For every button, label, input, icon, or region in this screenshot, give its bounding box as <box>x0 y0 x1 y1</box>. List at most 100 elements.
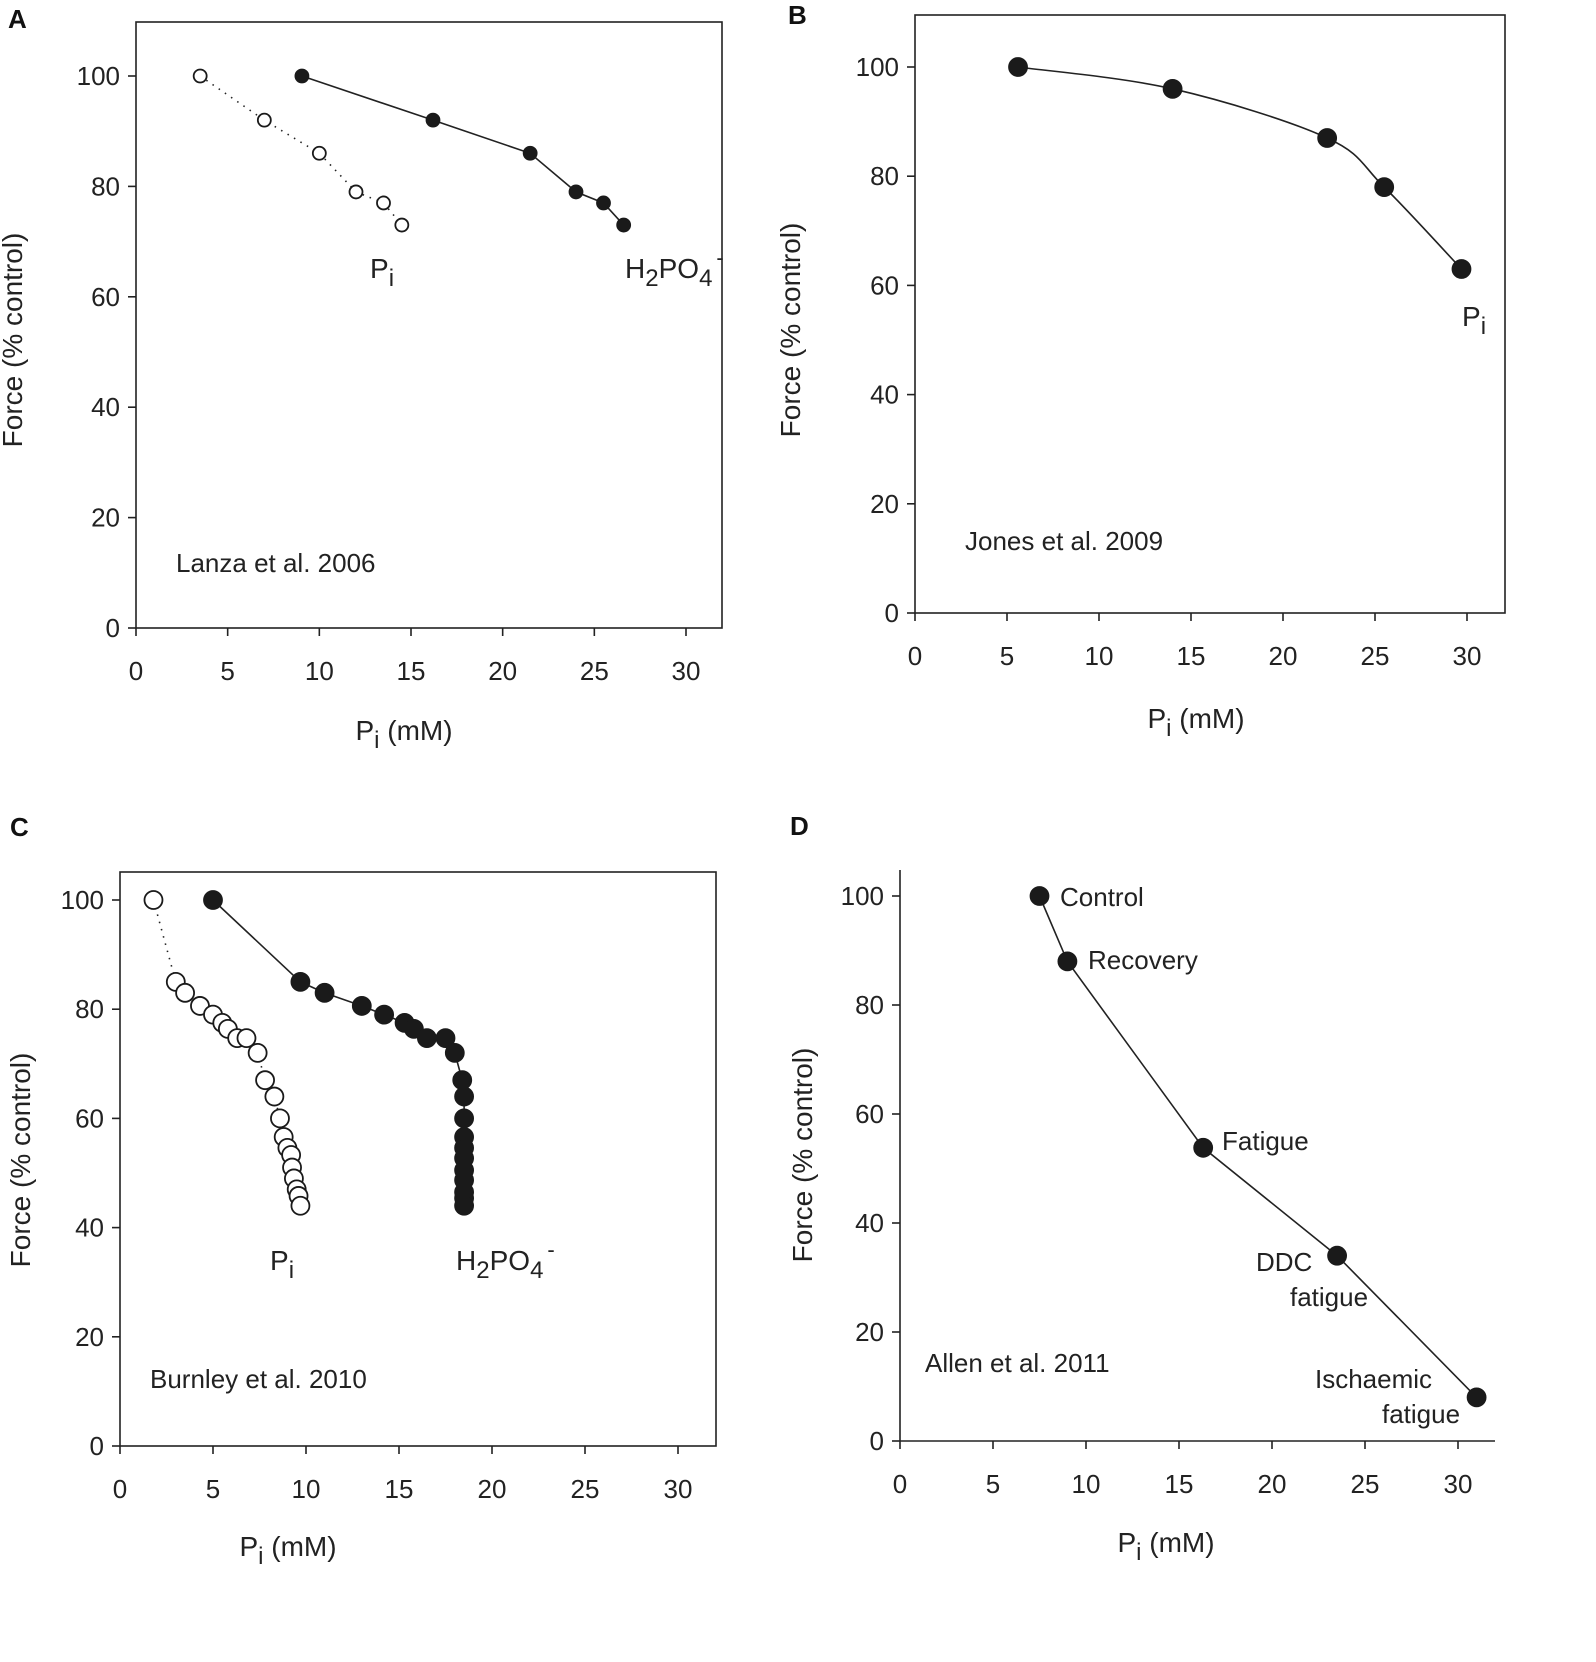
data-point <box>454 1108 475 1129</box>
panel-letter: B <box>788 0 807 30</box>
x-tick-label: 15 <box>1165 1469 1194 1499</box>
data-point <box>264 1086 285 1107</box>
y-tick-label: 40 <box>870 380 899 410</box>
series-label-part: i <box>389 265 394 292</box>
data-point <box>1466 1387 1487 1408</box>
series-label-part: i <box>1481 313 1486 340</box>
data-point <box>348 184 364 200</box>
point-label: Fatigue <box>1222 1126 1309 1156</box>
y-tick-label: 20 <box>75 1322 104 1352</box>
series-label-part: P <box>270 1245 289 1276</box>
x-axis-label: Pi (mM) <box>239 1531 336 1570</box>
x-tick-label: 10 <box>1072 1469 1101 1499</box>
x-axis-label-part: P <box>1117 1527 1136 1558</box>
x-axis-label-part: P <box>355 715 374 746</box>
point-label: fatigue <box>1382 1399 1460 1429</box>
x-axis-label-part: i <box>374 727 379 754</box>
data-point <box>454 1195 475 1216</box>
x-tick-label: 10 <box>292 1474 321 1504</box>
data-point <box>435 1028 456 1049</box>
series-label: H2PO4- <box>456 1237 555 1285</box>
citation-annotation: Allen et al. 2011 <box>925 1348 1110 1378</box>
series-label: H2PO4- <box>625 245 724 293</box>
series-line-h2po4- <box>199 75 403 226</box>
series-label-part: 4 <box>699 265 712 292</box>
data-point <box>351 996 372 1016</box>
data-point <box>444 1042 465 1063</box>
series-label-part: PO <box>659 253 699 284</box>
data-point <box>270 1108 290 1129</box>
x-tick-label: 30 <box>1453 641 1482 671</box>
series-label-part: P <box>370 253 389 284</box>
y-tick-label: 80 <box>870 161 899 191</box>
point-label: Ischaemic <box>1315 1364 1432 1394</box>
x-tick-label: 15 <box>385 1474 414 1504</box>
series-label: Pi <box>370 253 394 292</box>
y-axis-label: Force (% control) <box>5 1053 36 1268</box>
x-tick-label: 20 <box>478 1474 507 1504</box>
data-point <box>175 982 196 1003</box>
series-label-part: - <box>547 1237 554 1262</box>
point-label: Control <box>1060 882 1144 912</box>
series-label-part: H <box>456 1245 476 1276</box>
x-tick-label: 30 <box>672 656 701 686</box>
plot-frame <box>135 21 723 629</box>
data-point <box>1317 128 1338 148</box>
series-label-part: P <box>1462 301 1481 332</box>
data-point <box>416 1028 437 1049</box>
data-point <box>1162 78 1183 99</box>
panel-d: D 0 20 40 60 80 100 0 5 10 15 20 25 30 Force (% contro… <box>787 811 1495 1566</box>
series-line-pi <box>1017 66 1463 270</box>
data-point <box>290 1195 311 1216</box>
data-point <box>374 1004 395 1025</box>
y-tick-label: 80 <box>91 171 120 201</box>
x-axis-label: Pi (mM) <box>355 715 452 754</box>
data-point <box>425 112 441 128</box>
data-point <box>454 1086 475 1107</box>
y-tick-label: 100 <box>841 881 884 911</box>
y-tick-label: 0 <box>90 1431 104 1461</box>
data-point <box>236 1028 257 1049</box>
x-tick-label: 25 <box>1351 1469 1380 1499</box>
series-label-part: 2 <box>645 265 658 292</box>
y-tick-label: 60 <box>855 1099 884 1129</box>
x-tick-label: 0 <box>113 1474 127 1504</box>
series-line-pi <box>301 75 625 226</box>
data-point <box>256 112 272 128</box>
x-axis-label-part: P <box>1147 703 1166 734</box>
data-point <box>596 195 611 211</box>
x-tick-label: 25 <box>580 656 609 686</box>
x-tick-label: 0 <box>129 656 143 686</box>
x-tick-label: 0 <box>908 641 922 671</box>
data-point <box>290 972 311 992</box>
x-tick-label: 5 <box>220 656 234 686</box>
data-point <box>192 68 208 84</box>
x-tick-label: 5 <box>206 1474 220 1504</box>
x-tick-label: 30 <box>1444 1469 1473 1499</box>
panel-b: B 0 20 40 60 80 100 0 5 10 15 20 25 30 Force (% contro… <box>775 0 1506 742</box>
data-point <box>616 217 632 233</box>
y-tick-label: 60 <box>91 282 120 312</box>
data-point <box>314 982 335 1003</box>
series-label-part: H <box>625 253 645 284</box>
y-axis-label: Force (% control) <box>775 223 806 438</box>
data-point <box>247 1042 268 1063</box>
data-point <box>1451 259 1472 279</box>
x-tick-label: 30 <box>664 1474 693 1504</box>
citation-annotation: Lanza et al. 2006 <box>176 548 376 578</box>
x-axis-label: Pi (mM) <box>1147 703 1244 742</box>
x-tick-label: 15 <box>1177 641 1206 671</box>
x-tick-label: 20 <box>488 656 517 686</box>
data-point <box>143 890 164 910</box>
x-axis-label-part: (mM) <box>263 1531 336 1562</box>
series-label-part: PO <box>490 1245 530 1276</box>
x-axis-label-part: i <box>1136 1539 1141 1566</box>
data-point <box>311 145 327 161</box>
plot-frame <box>119 871 717 1447</box>
data-point <box>394 217 410 233</box>
x-axis-label-part: P <box>239 1531 258 1562</box>
y-tick-label: 20 <box>870 489 899 519</box>
data-point <box>1057 951 1078 972</box>
x-tick-label: 10 <box>305 656 334 686</box>
